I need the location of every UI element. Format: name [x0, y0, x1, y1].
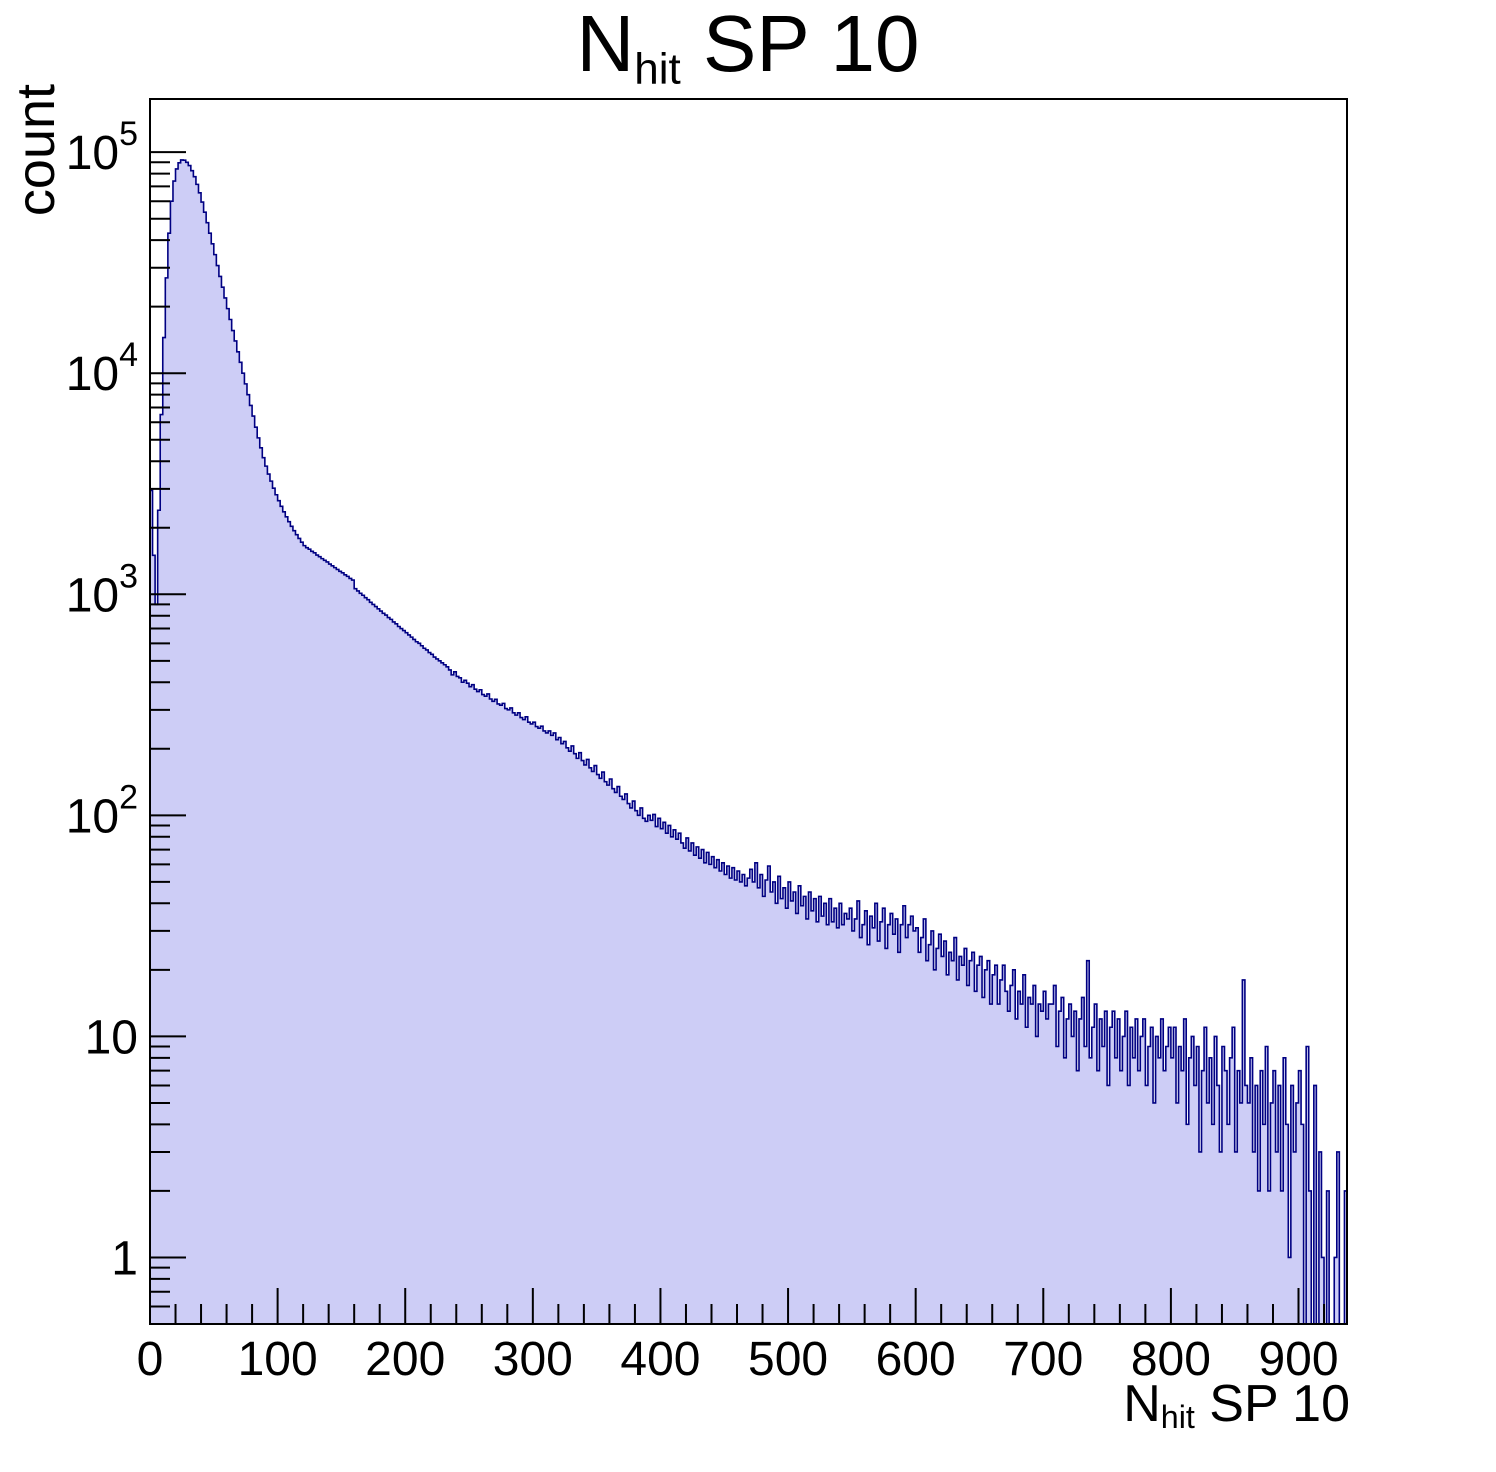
x-axis-title-prefix: N	[1123, 1375, 1161, 1433]
x-tick-label: 400	[620, 1333, 700, 1386]
x-axis-title-suffix: SP 10	[1194, 1375, 1350, 1433]
histogram-area	[149, 159, 1348, 1325]
x-tick-label: 100	[238, 1333, 318, 1386]
chart-title: Nhit SP 10	[0, 0, 1496, 91]
x-axis-title: Nhit SP 10	[1123, 1375, 1350, 1436]
y-tick-label: 103	[66, 557, 138, 622]
y-tick-label: 1	[111, 1232, 138, 1285]
chart-title-suffix: SP 10	[680, 0, 920, 88]
x-tick-label: 600	[876, 1333, 956, 1386]
x-tick-label: 200	[365, 1333, 445, 1386]
x-tick-label: 700	[1003, 1333, 1083, 1386]
chart-title-subscript: hit	[634, 44, 681, 94]
y-tick-label: 105	[66, 115, 138, 180]
x-tick-label: 800	[1131, 1333, 1211, 1386]
y-axis-title: count	[6, 83, 66, 217]
plot-frame	[149, 98, 1348, 1325]
y-tick-label: 104	[66, 336, 138, 401]
x-tick-label: 500	[748, 1333, 828, 1386]
x-axis-title-subscript: hit	[1160, 1399, 1195, 1436]
y-tick-label: 102	[66, 778, 138, 843]
chart-title-prefix: N	[576, 0, 635, 88]
x-tick-label: 300	[493, 1333, 573, 1386]
y-tick-label: 10	[85, 1011, 138, 1064]
x-tick-label: 0	[137, 1333, 164, 1386]
x-tick-label: 900	[1258, 1333, 1338, 1386]
